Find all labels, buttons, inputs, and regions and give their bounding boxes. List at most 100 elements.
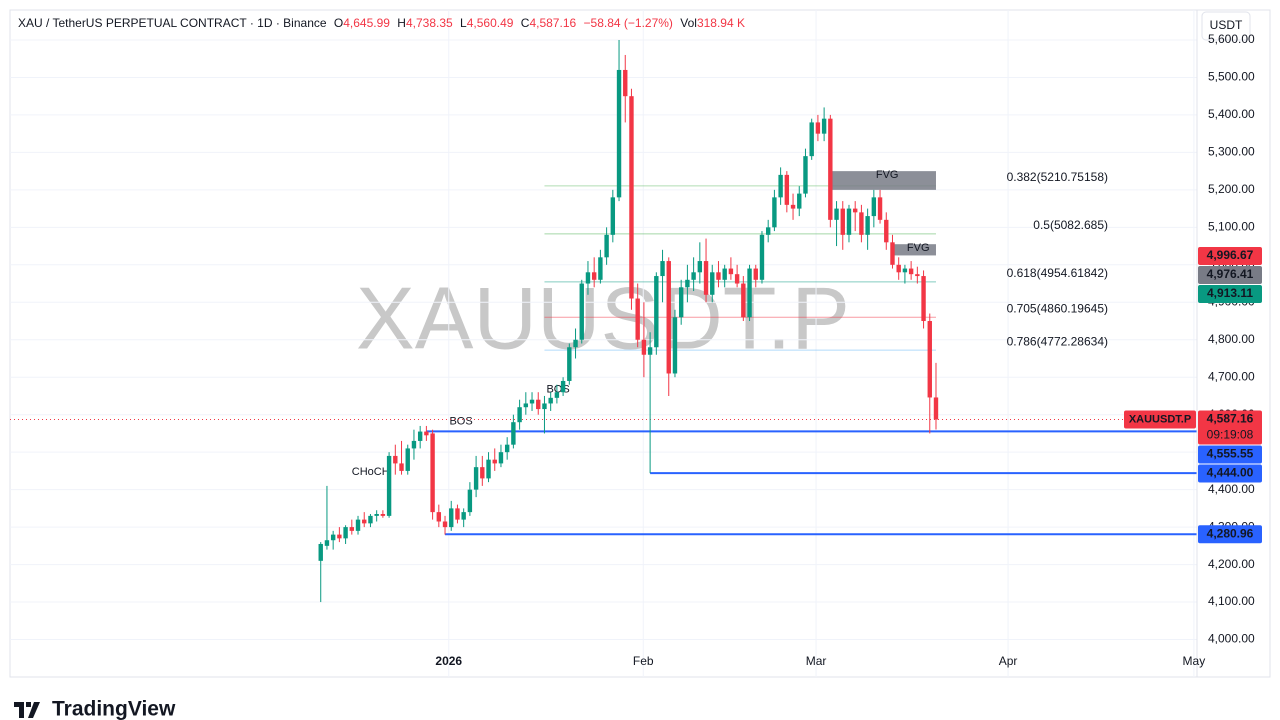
x-tick-label: Mar <box>806 654 827 668</box>
candle-body <box>386 455 392 516</box>
candle-body <box>542 403 547 410</box>
vol-label: Vol <box>680 16 697 30</box>
candle-body <box>933 397 939 420</box>
candle-body <box>560 380 566 393</box>
candle-body <box>579 283 584 340</box>
h-label: H <box>397 16 406 30</box>
fvg-label: FVG <box>876 169 899 181</box>
candle-body <box>585 272 591 284</box>
candle-body <box>790 204 796 209</box>
last-price: 4,587.16 <box>1207 412 1254 426</box>
price-tag-bg <box>1198 247 1262 266</box>
candle-body <box>784 174 790 205</box>
candle-body <box>902 268 908 273</box>
x-tick-label: 2026 <box>435 654 462 668</box>
candle-body <box>821 118 827 134</box>
x-tick-label: May <box>1183 654 1206 668</box>
candle-body <box>473 467 479 490</box>
fvg-zone <box>830 171 936 190</box>
candle-body <box>337 534 342 539</box>
price-tag: 4,976.41 <box>1207 267 1254 281</box>
candle-body <box>380 513 386 516</box>
candle-body <box>455 508 460 520</box>
candle-body <box>722 268 727 280</box>
support-tag: 4,444.00 <box>1207 466 1254 480</box>
candle-body <box>355 519 361 531</box>
candle-body <box>623 69 628 97</box>
candle-body <box>324 540 330 546</box>
support-tag-bg <box>1198 464 1262 483</box>
candle-body <box>765 227 771 235</box>
candle-body <box>716 272 721 280</box>
candle-body <box>840 208 845 235</box>
candle-body <box>660 261 665 277</box>
symbol-tag-bg <box>1124 410 1196 429</box>
candle-body <box>641 339 647 355</box>
candle-body <box>461 512 466 520</box>
y-tick-label: 4,200.00 <box>1208 557 1255 571</box>
support-tag-bg <box>1198 525 1262 544</box>
candle-body <box>877 197 883 220</box>
logo: TradingView <box>14 698 176 720</box>
l-label: L <box>460 16 467 30</box>
fib-label: 0.382(5210.75158) <box>1007 170 1108 184</box>
candle-body <box>504 444 510 453</box>
candle-body <box>417 431 423 441</box>
candle-body <box>815 122 821 134</box>
candle-body <box>480 467 485 479</box>
candle-body <box>430 433 435 513</box>
candle-body <box>517 407 522 423</box>
brand: TradingView <box>52 698 176 720</box>
candle-body <box>318 543 323 561</box>
candle-body <box>511 422 516 445</box>
candle-body <box>772 197 777 228</box>
candle-body <box>616 69 622 198</box>
candle-body <box>411 440 417 449</box>
candle-body <box>424 431 429 436</box>
fib-label: 0.5(5082.685) <box>1033 218 1108 232</box>
candle-body <box>449 508 454 528</box>
candle-body <box>368 515 373 524</box>
candle-body <box>393 455 398 464</box>
candle-body <box>797 193 802 209</box>
candle-body <box>846 208 852 235</box>
candle-body <box>573 339 578 348</box>
header: XAU / TetherUS PERPETUAL CONTRACT · 1D ·… <box>18 16 745 30</box>
currency-box[interactable] <box>1201 11 1251 41</box>
price-tag: 4,996.67 <box>1207 248 1254 262</box>
fvg-label: FVG <box>907 242 930 254</box>
countdown: 09:19:08 <box>1207 428 1254 442</box>
plot: 0.382(5210.75158) 0.5(5082.685) 0.618(4954… <box>10 10 1197 677</box>
candle-body <box>697 261 703 273</box>
fib-label: 0.705(4860.19645) <box>1007 301 1108 315</box>
candle-body <box>591 272 597 280</box>
y-tick-label: 5,200.00 <box>1208 182 1255 196</box>
candle-body <box>803 156 808 194</box>
candle-body <box>362 519 367 524</box>
o-value: 4,645.99 <box>343 16 390 30</box>
support-tag: 4,555.55 <box>1207 447 1254 461</box>
frame <box>9 9 1271 678</box>
y-tick-label: 5,100.00 <box>1208 220 1255 234</box>
candle-body <box>629 96 634 299</box>
candle-body <box>834 208 839 220</box>
candle-body <box>536 399 541 410</box>
currency[interactable]: USDT <box>1210 18 1243 32</box>
c-value: 4,587.16 <box>529 16 576 30</box>
symbol: XAU / TetherUS PERPETUAL CONTRACT · 1D ·… <box>18 16 327 30</box>
candle-body <box>915 274 920 277</box>
candle-body <box>523 403 529 408</box>
candle-body <box>492 459 497 464</box>
candle-body <box>374 513 379 516</box>
candle-body <box>399 463 404 471</box>
candle-body <box>635 298 640 340</box>
candle-body <box>604 234 609 258</box>
candle-body <box>343 527 348 539</box>
candle-body <box>753 268 758 280</box>
candle-body <box>467 489 473 513</box>
candle-body <box>598 257 603 280</box>
candle-body <box>710 272 715 295</box>
price-tag-bg <box>1198 266 1262 285</box>
y-tick-label: 4,400.00 <box>1208 482 1255 496</box>
candle-body <box>871 197 877 217</box>
